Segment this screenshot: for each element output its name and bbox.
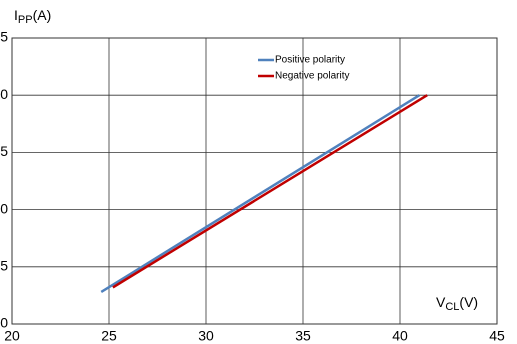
y-tick-label: 20 [0, 86, 8, 102]
y-label-main: I [14, 7, 18, 23]
y-tick-label: 5 [0, 258, 8, 274]
x-label-main: V [436, 294, 446, 310]
legend-label: Positive polarity [275, 55, 345, 66]
y-label-unit: (A) [33, 7, 52, 23]
x-tick-label: 25 [101, 328, 117, 344]
plot-frame [11, 37, 498, 325]
x-label-sub: CL [445, 301, 459, 313]
y-tick-label: 0 [0, 315, 8, 331]
x-label-unit: (V) [459, 294, 478, 310]
series-line [100, 94, 421, 294]
y-axis-label: IPP(A) [14, 7, 51, 26]
y-label-sub: PP [18, 14, 33, 26]
series-line [112, 94, 428, 289]
x-tick-label: 45 [489, 328, 505, 344]
x-tick-label: 20 [4, 328, 20, 344]
x-axis-label: VCL(V) [436, 294, 478, 313]
legend-label: Negative polarity [275, 71, 349, 82]
x-tick-label: 40 [392, 328, 408, 344]
y-tick-label: 10 [0, 200, 8, 216]
y-tick-label: 25 [0, 29, 8, 45]
x-tick-label: 35 [295, 328, 311, 344]
y-tick-label: 15 [0, 143, 8, 159]
x-tick-label: 30 [198, 328, 214, 344]
